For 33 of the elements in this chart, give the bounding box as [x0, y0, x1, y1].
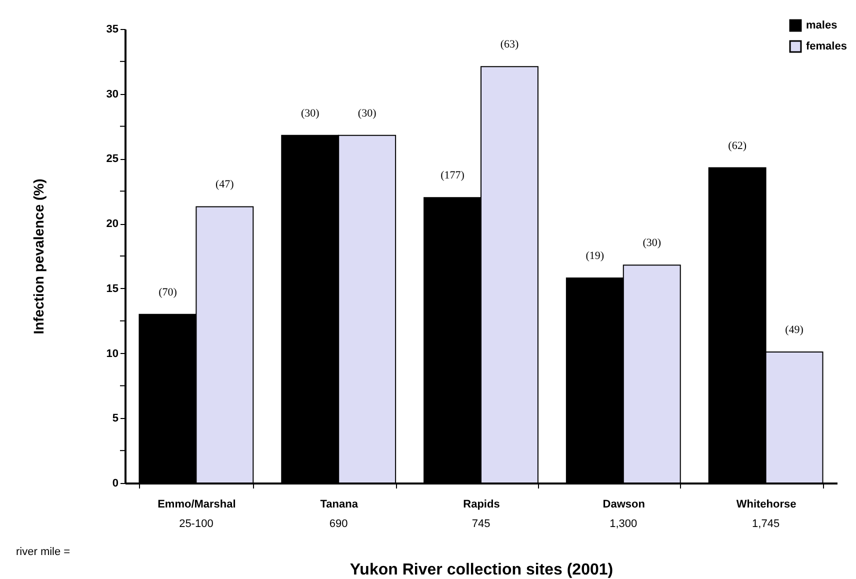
y-tick-label: 25	[106, 153, 118, 166]
annotation: (30)	[300, 107, 320, 120]
annotation: (47)	[216, 178, 234, 191]
text: 745	[472, 518, 490, 530]
y-tick-label: 0	[112, 478, 118, 490]
text: river mile =	[16, 546, 70, 558]
y-tick-label: 20	[106, 218, 118, 230]
x-tick-label: Tanana	[320, 498, 359, 510]
y-tick-label: 15	[106, 282, 118, 295]
legend-label: males	[806, 20, 838, 32]
y-tick-label: 10	[106, 348, 118, 360]
y-tick-label: 5	[112, 412, 118, 425]
annotation: (49)	[785, 324, 804, 336]
text: 1,745	[752, 518, 780, 530]
annotation: (30)	[358, 107, 377, 120]
x-axis-title: Yukon River collection sites (2001)	[350, 562, 614, 578]
x-tick-label: Rapids	[463, 498, 500, 510]
y-tick-label: 30	[106, 88, 118, 100]
annotation: (70)	[158, 286, 178, 298]
legend-label: females	[806, 40, 847, 52]
annotation: (63)	[500, 38, 519, 51]
text: 25-100	[179, 518, 214, 530]
x-tick-label: Whitehorse	[736, 498, 796, 510]
x-tick-label: Emmo/Marshal	[158, 498, 236, 510]
annotation: (177)	[440, 170, 465, 182]
y-tick-label: 35	[106, 24, 118, 36]
annotation: (62)	[728, 140, 747, 152]
y-axis-title: Infection pevalence (%)	[30, 178, 46, 334]
annotation: (30)	[642, 237, 662, 250]
text: 690	[329, 518, 348, 530]
text: 1,300	[610, 518, 638, 530]
annotation: (19)	[586, 250, 604, 262]
x-tick-label: Dawson	[602, 498, 646, 510]
